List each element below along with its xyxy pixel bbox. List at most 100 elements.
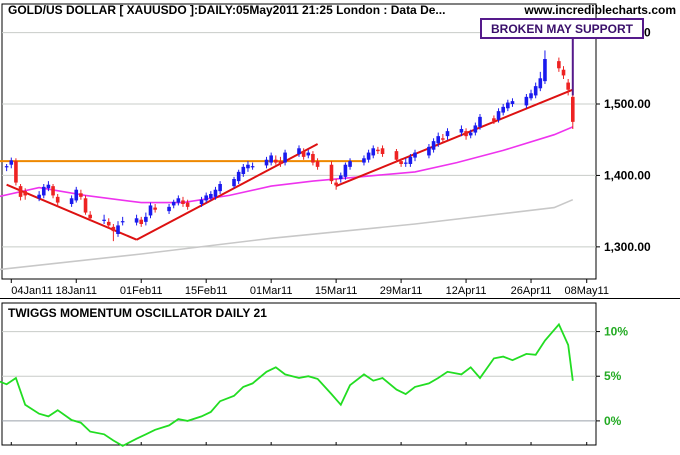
candle-body (348, 161, 352, 167)
osc-ytick-label: 10% (604, 325, 628, 339)
candle-body (366, 152, 371, 160)
candle-body (306, 152, 311, 156)
price-ytick-label: 1,500.00 (604, 97, 651, 111)
candle-body (9, 160, 14, 165)
x-tick-label: 15Feb11 (185, 285, 228, 297)
candle-body (431, 141, 436, 150)
candle-body (362, 158, 366, 163)
candle-body (538, 78, 543, 89)
candle-body (524, 96, 529, 106)
line-ma-short (0, 126, 574, 204)
osc-line (0, 322, 574, 447)
candle-body (496, 111, 501, 120)
candle-body (167, 206, 171, 212)
candle-body (218, 184, 222, 192)
candle-body (246, 164, 250, 169)
candle-body (408, 156, 413, 164)
candle-body (403, 162, 408, 164)
osc-ytick-label: 5% (604, 369, 622, 383)
candle-body (473, 125, 478, 133)
candle-body (273, 159, 278, 163)
price-chart-title: GOLD/US DOLLAR [ XAUUSDO ]:DAILY:05May20… (8, 3, 445, 17)
candle-body (315, 161, 320, 167)
candle-body (199, 199, 204, 204)
candle-body (14, 161, 18, 183)
candle-body (4, 166, 9, 168)
candle-body (134, 218, 139, 223)
x-tick-label: 29Mar11 (380, 285, 423, 297)
osc-ytick-label: 0% (604, 414, 622, 428)
candle-body (334, 182, 338, 186)
oscillator-plot-frame (1, 302, 597, 446)
candle-body (213, 189, 218, 197)
candle-body (79, 193, 83, 197)
candle-body (83, 198, 88, 213)
candle-body (171, 201, 176, 206)
x-tick-label: 01Mar11 (250, 285, 293, 297)
annotation-box (480, 18, 644, 39)
candle-body (492, 118, 496, 122)
price-ytick-label: 1,400.00 (604, 168, 651, 182)
candle-body (139, 219, 144, 224)
candle-body (37, 194, 41, 199)
candle-body (41, 186, 46, 196)
candle-body (436, 136, 441, 144)
watermark: www.incrediblecharts.com (523, 3, 676, 17)
candle-body (236, 171, 241, 182)
candle-body (209, 194, 213, 199)
candle-body (297, 148, 301, 154)
candle-body (427, 146, 431, 156)
candle-body (510, 101, 515, 104)
candle-body (371, 148, 376, 156)
candle-body (459, 129, 464, 133)
candle-body (232, 179, 236, 187)
candle-body (543, 59, 547, 82)
candle-body (557, 61, 561, 69)
candle-body (566, 82, 570, 90)
candle-body (468, 132, 473, 136)
candle-body (533, 86, 538, 96)
candle-body (204, 195, 208, 201)
candle-body (376, 149, 380, 152)
x-tick-label: 01Feb11 (120, 285, 163, 297)
candle-body (506, 102, 510, 109)
candle-body (51, 186, 55, 196)
candle-body (413, 152, 417, 158)
candle-body (144, 216, 148, 222)
candle-body (102, 219, 106, 221)
candle-body (185, 202, 190, 207)
candle-body (283, 152, 287, 163)
candle-body (311, 154, 315, 163)
osc-title: TWIGGS MOMENTUM OSCILLATOR DAILY 21 (8, 306, 267, 320)
candle-body (338, 175, 343, 179)
x-tick-label: 15Mar11 (315, 285, 358, 297)
candle-body (570, 96, 575, 122)
x-tick-label: 04Jan11 (11, 285, 52, 297)
candle-body (74, 189, 79, 201)
candle-body (46, 184, 51, 189)
price-lines (0, 88, 574, 271)
x-tick-label: 18Jan11 (56, 285, 97, 297)
candles (4, 50, 575, 242)
candle-body (269, 155, 273, 163)
line-ma-long (0, 198, 574, 271)
candle-body (264, 159, 269, 166)
candle-body (329, 164, 334, 182)
candle-body (181, 200, 185, 204)
x-tick-label: 08May11 (565, 285, 609, 297)
x-tick-label: 26Apr11 (511, 285, 552, 297)
candle-body (148, 205, 153, 216)
x-tick-label: 12Apr11 (446, 285, 487, 297)
candle-body (120, 221, 125, 223)
candle-body (445, 131, 450, 137)
candle-body (278, 161, 283, 164)
candle-body (501, 106, 505, 113)
line-trend-3 (335, 88, 574, 188)
candle-body (55, 196, 60, 203)
candle-body (111, 226, 116, 232)
chart-text: 1,300.001,400.001,500.001,600.0004Jan111… (8, 3, 676, 297)
candle-body (380, 148, 385, 154)
candle-body (69, 198, 74, 204)
candle-body (399, 161, 403, 164)
